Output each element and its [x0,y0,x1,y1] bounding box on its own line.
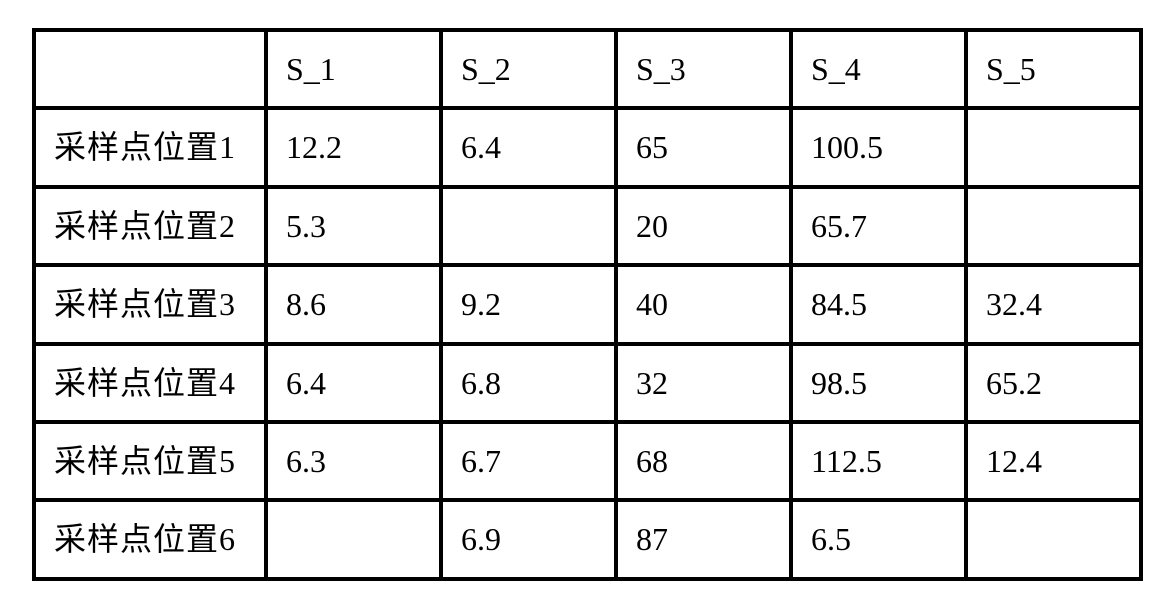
cell: 6.9 [441,500,616,578]
col-header-blank [34,30,266,108]
table-row: 采样点位置6 6.9 87 6.5 [34,500,1141,578]
table-row: 采样点位置1 12.2 6.4 65 100.5 [34,108,1141,186]
row-label: 采样点位置5 [34,422,266,500]
col-header-s3: S_3 [616,30,791,108]
table-row: 采样点位置3 8.6 9.2 40 84.5 32.4 [34,265,1141,343]
cell: 100.5 [791,108,966,186]
cell: 6.4 [441,108,616,186]
table-row: 采样点位置4 6.4 6.8 32 98.5 65.2 [34,344,1141,422]
cell: 12.4 [966,422,1141,500]
cell: 6.4 [266,344,441,422]
cell: 84.5 [791,265,966,343]
cell [266,500,441,578]
cell: 6.5 [791,500,966,578]
sampling-table-container: S_1 S_2 S_3 S_4 S_5 采样点位置1 12.2 6.4 65 1… [0,0,1174,609]
cell: 68 [616,422,791,500]
col-header-s4: S_4 [791,30,966,108]
cell: 8.6 [266,265,441,343]
cell [966,187,1141,265]
row-label: 采样点位置4 [34,344,266,422]
col-header-s1: S_1 [266,30,441,108]
cell: 12.2 [266,108,441,186]
cell: 6.3 [266,422,441,500]
cell: 32 [616,344,791,422]
sampling-table: S_1 S_2 S_3 S_4 S_5 采样点位置1 12.2 6.4 65 1… [32,28,1143,581]
table-row: 采样点位置2 5.3 20 65.7 [34,187,1141,265]
cell: 87 [616,500,791,578]
cell: 6.7 [441,422,616,500]
cell [441,187,616,265]
cell: 6.8 [441,344,616,422]
col-header-s5: S_5 [966,30,1141,108]
cell: 5.3 [266,187,441,265]
cell: 65 [616,108,791,186]
cell [966,108,1141,186]
col-header-s2: S_2 [441,30,616,108]
table-row: 采样点位置5 6.3 6.7 68 112.5 12.4 [34,422,1141,500]
cell: 20 [616,187,791,265]
cell: 9.2 [441,265,616,343]
cell: 32.4 [966,265,1141,343]
table-header-row: S_1 S_2 S_3 S_4 S_5 [34,30,1141,108]
row-label: 采样点位置1 [34,108,266,186]
cell: 40 [616,265,791,343]
cell: 65.7 [791,187,966,265]
row-label: 采样点位置6 [34,500,266,578]
cell [966,500,1141,578]
row-label: 采样点位置2 [34,187,266,265]
cell: 98.5 [791,344,966,422]
cell: 112.5 [791,422,966,500]
cell: 65.2 [966,344,1141,422]
row-label: 采样点位置3 [34,265,266,343]
